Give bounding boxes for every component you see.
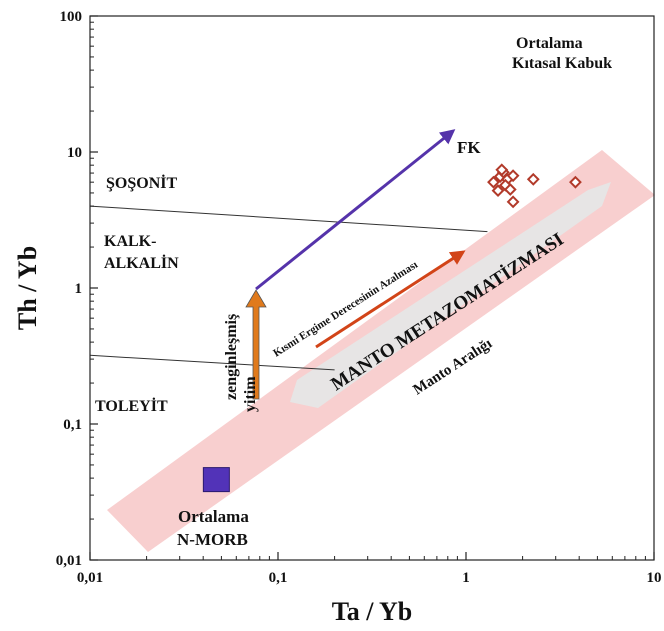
nmorb-label-1: Ortalama <box>178 507 249 526</box>
calc-alkaline-label-2: ALKALİN <box>104 253 179 272</box>
calc-alkaline-label-1: KALK- <box>104 233 156 250</box>
x-tick-label: 0,1 <box>269 570 288 586</box>
partial-melting-arrow <box>315 250 466 349</box>
y-tick-label: 10 <box>67 145 82 161</box>
x-tick-label: 1 <box>462 570 470 586</box>
y-tick-label: 1 <box>75 281 83 297</box>
shoshonite-label: ŞOŞONİT <box>106 173 177 192</box>
sample-point <box>569 175 582 189</box>
enrichment-arrow <box>255 129 456 291</box>
series-boundaries <box>89 205 488 371</box>
y-tick-label: 100 <box>60 9 83 25</box>
axis-ticks: 0,01 0,1 1 10 0,01 0,1 1 10 100 <box>56 9 662 586</box>
tholeiite-label: TOLEYİT <box>95 396 168 415</box>
sample-point <box>506 169 520 183</box>
nmorb-reference-marker <box>202 467 230 493</box>
subduction-enrichment-arrow <box>245 289 267 400</box>
sample-points <box>487 163 582 209</box>
subduction-label-2: yitim <box>242 376 259 412</box>
sample-point <box>526 172 540 186</box>
fk-label: FK <box>457 138 481 157</box>
continental-crust-label-2: Kıtasal Kabuk <box>512 55 612 72</box>
subduction-label-1: zenginleşmiş <box>223 314 240 400</box>
x-tick-label: 0,01 <box>77 570 103 586</box>
nmorb-label-2: N-MORB <box>177 530 248 549</box>
x-axis-title: Ta / Yb <box>332 597 412 626</box>
continental-crust-label-1: Ortalama <box>516 35 583 52</box>
y-tick-label: 0,01 <box>56 553 82 569</box>
sample-point <box>495 163 509 177</box>
x-tick-label: 10 <box>647 570 662 586</box>
sample-point <box>487 175 500 189</box>
y-axis-title: Th / Yb <box>13 246 42 330</box>
sample-point <box>506 195 520 209</box>
sample-point <box>503 183 517 196</box>
series-boundary-line <box>89 354 335 371</box>
sample-point <box>491 184 505 198</box>
series-boundary-line <box>89 205 488 233</box>
y-tick-label: 0,1 <box>63 417 82 433</box>
mantle-metasomatism-arrow <box>290 182 611 408</box>
